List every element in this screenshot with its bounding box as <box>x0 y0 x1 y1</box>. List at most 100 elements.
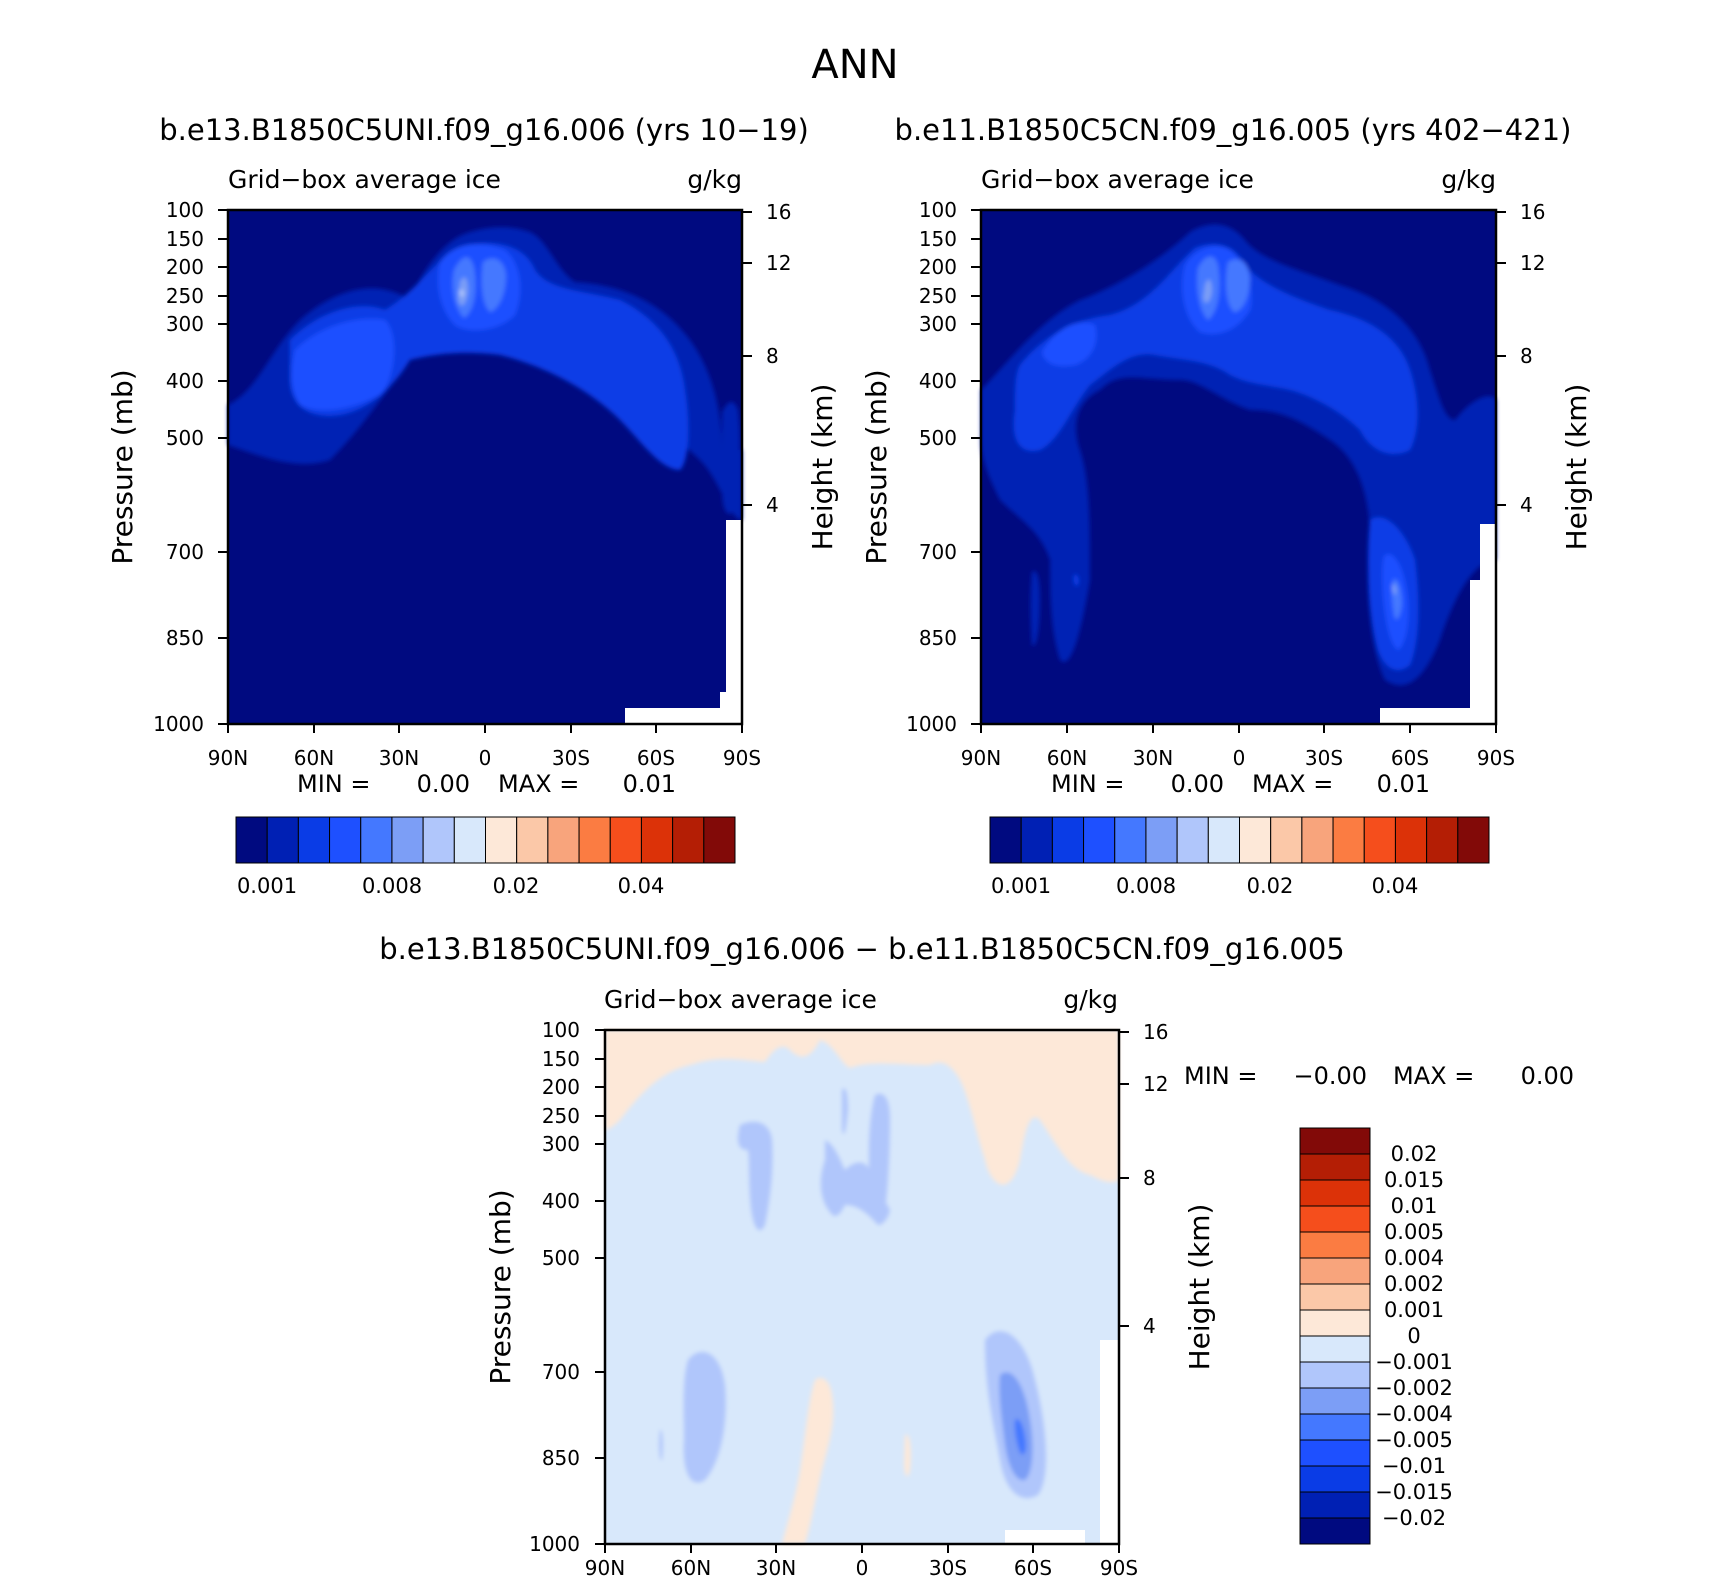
panel-2-y-tick-label: 100 <box>919 198 957 222</box>
colorbar-swatch <box>1299 1309 1371 1337</box>
colorbar-swatch <box>989 816 1022 864</box>
panel-2-y-tick-label: 1000 <box>906 712 957 736</box>
panel-3-x-tick-label: 90N <box>585 1556 625 1580</box>
panel-1-y-tick-label: 200 <box>166 255 204 279</box>
panel-2-y-tick-label: 850 <box>919 626 957 650</box>
panel-3-y-tick-label: 200 <box>542 1075 580 1099</box>
panel-2-x-axis: 90N 60N 30N 0 30S 60S 90S <box>961 724 1515 770</box>
panel-3-y-tick-label: 300 <box>542 1132 580 1156</box>
panel-2-max-value: 0.01 <box>1377 770 1430 798</box>
panel-1-min-label: MIN = <box>297 770 370 798</box>
panel-3-y-tick-label: 850 <box>542 1446 580 1470</box>
colorbar-swatch <box>1207 816 1240 864</box>
colorbar-swatch <box>1176 816 1209 864</box>
panel-1-colorbar-label: 0.02 <box>493 874 540 898</box>
panel-2-plot-area <box>979 208 1498 726</box>
panel-3-y-axis-title: Pressure (mb) <box>484 1189 517 1384</box>
panel-3-x-tick-label: 60S <box>1014 1556 1052 1580</box>
panel-2-y-right-tick-label: 8 <box>1520 344 1533 368</box>
panel-1-units-label: g/kg <box>687 165 742 194</box>
panel-2-y-tick-label: 700 <box>919 540 957 564</box>
panel-3-y-right-tick-label: 16 <box>1143 1020 1168 1044</box>
panel-2-x-tick-label: 60S <box>1391 746 1429 770</box>
panel-3-colorbar-label: −0.004 <box>1375 1402 1453 1426</box>
colorbar-swatch <box>516 816 549 864</box>
colorbar-swatch <box>1299 1257 1371 1285</box>
panel-1-colorbar-label: 0.008 <box>362 874 422 898</box>
panel-1-x-tick-label: 90S <box>723 746 761 770</box>
panel-1-y-axis-title: Pressure (mb) <box>106 369 139 564</box>
panel-1-y-tick-label: 850 <box>166 626 204 650</box>
colorbar-swatch <box>1363 816 1396 864</box>
panel-3-x-tick-label: 0 <box>856 1556 869 1580</box>
colorbar-swatch <box>1301 816 1334 864</box>
colorbar-swatch <box>1299 1491 1371 1519</box>
colorbar-swatch <box>578 816 611 864</box>
colorbar-swatch <box>1299 1127 1371 1155</box>
panel-1-x-tick-label: 90N <box>208 746 248 770</box>
panel-3-colorbar-label: 0.02 <box>1391 1142 1438 1166</box>
panel-3-x-tick-label: 60N <box>671 1556 711 1580</box>
panel-3-y-axis: 100 150 200 250 300 400 500 700 850 1000… <box>484 1018 605 1556</box>
panel-1-y-tick-label: 400 <box>166 369 204 393</box>
panel-2-y-tick-label: 500 <box>919 426 957 450</box>
panel-3-y-right-tick-label: 12 <box>1143 1072 1168 1096</box>
panel-1-y-right-tick-label: 12 <box>766 251 791 275</box>
colorbar-swatch <box>391 816 424 864</box>
panel-1-colorbar: 0.001 0.008 0.02 0.04 <box>235 816 736 898</box>
panel-2-stats: MIN = 0.00 MAX = 0.01 <box>1051 770 1430 798</box>
colorbar-swatch <box>266 816 299 864</box>
colorbar-swatch <box>1299 1517 1371 1545</box>
panel-3-x-axis: 90N 60N 30N 0 30S 60S 90S <box>585 1544 1138 1580</box>
colorbar-swatch <box>1299 1179 1371 1207</box>
panel-2-x-tick-label: 90N <box>961 746 1001 770</box>
panel-1-y-tick-label: 150 <box>166 227 204 251</box>
colorbar-swatch <box>1299 1361 1371 1389</box>
panel-3-colorbar-label: −0.005 <box>1375 1428 1453 1452</box>
panel-1-y-right-axis-title: Height (km) <box>806 384 839 551</box>
panel-3-min-value: −0.00 <box>1293 1062 1367 1090</box>
panel-1-x-tick-label: 60N <box>294 746 334 770</box>
panel-3-max-label: MAX = <box>1393 1062 1474 1090</box>
panel-3-y-right-tick-label: 4 <box>1143 1314 1156 1338</box>
colorbar-swatch <box>1299 1413 1371 1441</box>
panel-2-y-right-axis-title: Height (km) <box>1560 384 1593 551</box>
panel-1-title: b.e13.B1850C5UNI.f09_g16.006 (yrs 10−19) <box>159 113 809 147</box>
panel-3-colorbar-label: 0.005 <box>1384 1220 1444 1244</box>
colorbar-swatch <box>1332 816 1365 864</box>
panel-3-y-tick-label: 100 <box>542 1018 580 1042</box>
panel-1-y-tick-label: 300 <box>166 312 204 336</box>
panel-3-x-tick-label: 90S <box>1100 1556 1138 1580</box>
panel-2-x-tick-label: 30S <box>1305 746 1343 770</box>
colorbar-swatch <box>1394 816 1428 864</box>
panel-2-x-tick-label: 60N <box>1047 746 1087 770</box>
colorbar-swatch <box>1145 816 1178 864</box>
panel-3-colorbar-label: 0.002 <box>1384 1272 1444 1296</box>
panel-2-y-right-tick-label: 4 <box>1520 493 1533 517</box>
panel-2-y-axis-title: Pressure (mb) <box>860 369 893 564</box>
panel-1-variable-label: Grid−box average ice <box>228 165 501 194</box>
panel-1-y-tick-label: 700 <box>166 540 204 564</box>
panel-3-colorbar-label: 0 <box>1407 1324 1420 1348</box>
colorbar-swatch <box>329 816 362 864</box>
colorbar-swatch <box>297 816 331 864</box>
panel-1-x-tick-label: 30S <box>552 746 590 770</box>
panel-3-colorbar: 0.02 0.015 0.01 0.005 0.004 0.002 0.001 … <box>1299 1127 1453 1545</box>
colorbar-swatch <box>1114 816 1147 864</box>
panel-3-variable-label: Grid−box average ice <box>604 985 877 1014</box>
panel-3-y-right-tick-label: 8 <box>1143 1166 1156 1190</box>
panel-1-x-tick-label: 60S <box>637 746 675 770</box>
panel-2-units-label: g/kg <box>1441 165 1496 194</box>
colorbar-swatch <box>1051 816 1085 864</box>
panel-2-y-tick-label: 400 <box>919 369 957 393</box>
panel-2-y-right-tick-label: 16 <box>1520 200 1545 224</box>
colorbar-swatch <box>672 816 705 864</box>
panel-1-y-right-tick-label: 8 <box>766 344 779 368</box>
colorbar-swatch <box>640 816 674 864</box>
panel-2-colorbar-label: 0.008 <box>1116 874 1176 898</box>
panel-3-max-value: 0.00 <box>1521 1062 1574 1090</box>
panel-2-y-right-tick-label: 12 <box>1520 251 1545 275</box>
panel-2-min-value: 0.00 <box>1171 770 1224 798</box>
panel-3-units-label: g/kg <box>1063 985 1118 1014</box>
